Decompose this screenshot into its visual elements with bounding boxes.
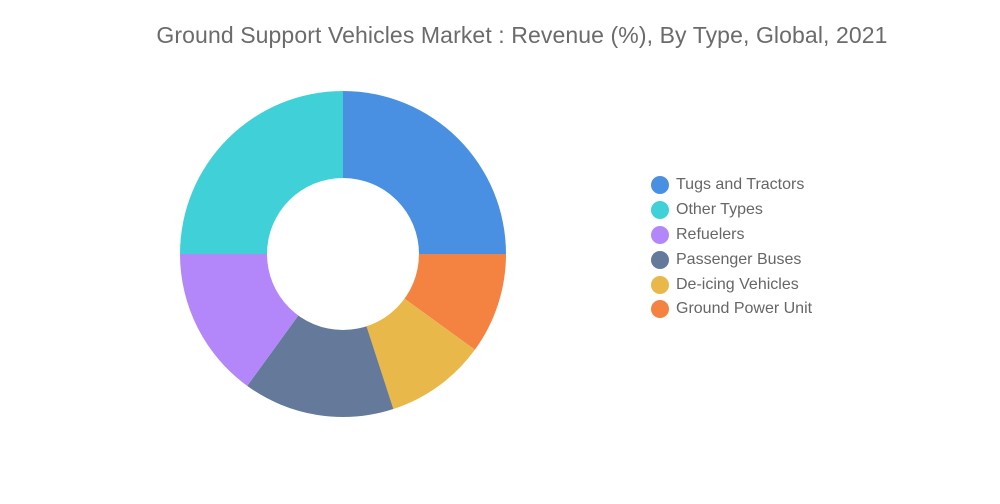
legend-swatch xyxy=(651,300,669,319)
legend-item-ground-power-unit: Ground Power Unit xyxy=(651,297,812,322)
donut-hole xyxy=(267,178,419,330)
legend-item-tugs-and-tractors: Tugs and Tractors xyxy=(651,173,812,198)
donut-slice-passenger-buses xyxy=(247,254,394,417)
legend-label: Passenger Buses xyxy=(676,250,802,268)
legend-swatch xyxy=(651,201,669,220)
legend-swatch xyxy=(651,225,669,244)
legend-label: Other Types xyxy=(676,201,763,219)
legend-swatch xyxy=(651,176,669,195)
legend-label: De-icing Vehicles xyxy=(676,275,799,293)
legend-item-de-icing-vehicles: De-icing Vehicles xyxy=(651,272,812,297)
legend-item-other-types: Other Types xyxy=(651,198,812,223)
legend-label: Ground Power Unit xyxy=(676,300,813,318)
legend-item-passenger-buses: Passenger Buses xyxy=(651,247,812,272)
chart-legend: Tugs and Tractors Other Types Refuelers Pas… xyxy=(651,173,812,322)
legend-item-refuelers: Refuelers xyxy=(651,223,812,248)
legend-label: Tugs and Tractors xyxy=(676,176,805,194)
legend-swatch xyxy=(651,250,669,269)
chart-title: Ground Support Vehicles Market : Revenue… xyxy=(156,22,888,48)
legend-label: Refuelers xyxy=(676,225,745,243)
legend-swatch xyxy=(651,275,669,294)
